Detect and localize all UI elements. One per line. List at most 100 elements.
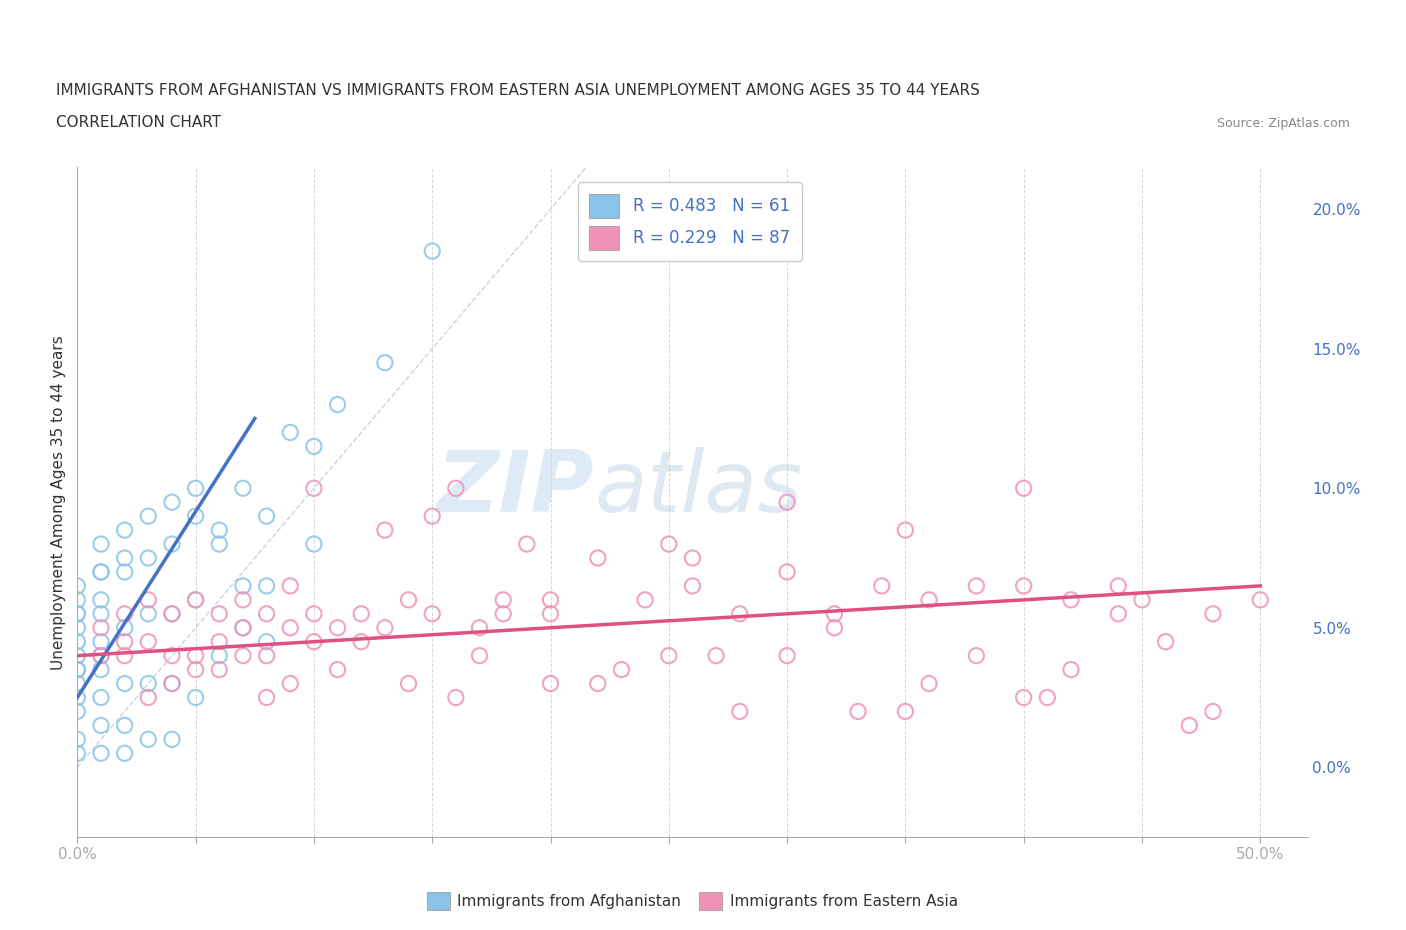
- Point: [1154, 634, 1177, 649]
- Point: [918, 592, 941, 607]
- Point: [256, 648, 278, 663]
- Point: [208, 662, 231, 677]
- Point: [160, 606, 183, 621]
- Point: [184, 509, 207, 524]
- Point: [160, 648, 183, 663]
- Point: [184, 592, 207, 607]
- Point: [136, 551, 159, 565]
- Point: [302, 634, 325, 649]
- Point: [1178, 718, 1201, 733]
- Point: [728, 606, 751, 621]
- Point: [66, 606, 89, 621]
- Point: [1202, 606, 1225, 621]
- Point: [66, 606, 89, 621]
- Point: [894, 704, 917, 719]
- Point: [90, 565, 112, 579]
- Point: [160, 495, 183, 510]
- Point: [114, 634, 136, 649]
- Point: [114, 523, 136, 538]
- Point: [278, 620, 301, 635]
- Text: ZIP: ZIP: [436, 447, 595, 530]
- Point: [66, 690, 89, 705]
- Point: [232, 592, 254, 607]
- Point: [256, 509, 278, 524]
- Point: [136, 509, 159, 524]
- Point: [114, 676, 136, 691]
- Point: [256, 606, 278, 621]
- Point: [302, 537, 325, 551]
- Point: [160, 606, 183, 621]
- Point: [66, 648, 89, 663]
- Point: [540, 592, 562, 607]
- Point: [256, 690, 278, 705]
- Point: [208, 523, 231, 538]
- Point: [1060, 592, 1083, 607]
- Point: [420, 606, 443, 621]
- Point: [468, 620, 491, 635]
- Point: [66, 662, 89, 677]
- Point: [114, 551, 136, 565]
- Point: [160, 676, 183, 691]
- Point: [918, 676, 941, 691]
- Point: [1060, 662, 1083, 677]
- Point: [374, 355, 396, 370]
- Point: [278, 425, 301, 440]
- Point: [682, 578, 704, 593]
- Point: [302, 439, 325, 454]
- Point: [965, 578, 987, 593]
- Point: [136, 634, 159, 649]
- Point: [90, 592, 112, 607]
- Point: [232, 620, 254, 635]
- Point: [634, 592, 657, 607]
- Point: [1012, 578, 1035, 593]
- Point: [66, 578, 89, 593]
- Point: [90, 648, 112, 663]
- Point: [1107, 606, 1129, 621]
- Point: [136, 676, 159, 691]
- Point: [232, 578, 254, 593]
- Point: [823, 606, 845, 621]
- Point: [492, 592, 515, 607]
- Point: [326, 662, 349, 677]
- Point: [870, 578, 893, 593]
- Point: [90, 565, 112, 579]
- Point: [398, 592, 420, 607]
- Point: [1036, 690, 1059, 705]
- Point: [90, 718, 112, 733]
- Point: [208, 537, 231, 551]
- Point: [66, 676, 89, 691]
- Point: [776, 565, 799, 579]
- Point: [160, 732, 183, 747]
- Point: [114, 565, 136, 579]
- Point: [208, 634, 231, 649]
- Point: [540, 606, 562, 621]
- Point: [894, 523, 917, 538]
- Point: [114, 718, 136, 733]
- Point: [114, 648, 136, 663]
- Point: [586, 551, 609, 565]
- Point: [516, 537, 538, 551]
- Point: [208, 606, 231, 621]
- Point: [114, 746, 136, 761]
- Point: [302, 481, 325, 496]
- Point: [350, 606, 373, 621]
- Text: CORRELATION CHART: CORRELATION CHART: [56, 115, 221, 130]
- Point: [184, 690, 207, 705]
- Point: [208, 648, 231, 663]
- Point: [682, 551, 704, 565]
- Point: [232, 620, 254, 635]
- Point: [420, 244, 443, 259]
- Point: [66, 634, 89, 649]
- Point: [398, 676, 420, 691]
- Text: IMMIGRANTS FROM AFGHANISTAN VS IMMIGRANTS FROM EASTERN ASIA UNEMPLOYMENT AMONG A: IMMIGRANTS FROM AFGHANISTAN VS IMMIGRANT…: [56, 83, 980, 98]
- Y-axis label: Unemployment Among Ages 35 to 44 years: Unemployment Among Ages 35 to 44 years: [51, 335, 66, 670]
- Point: [1012, 481, 1035, 496]
- Point: [90, 746, 112, 761]
- Point: [704, 648, 727, 663]
- Legend: Immigrants from Afghanistan, Immigrants from Eastern Asia: Immigrants from Afghanistan, Immigrants …: [420, 885, 965, 916]
- Point: [90, 537, 112, 551]
- Text: atlas: atlas: [595, 447, 801, 530]
- Point: [1202, 704, 1225, 719]
- Point: [90, 606, 112, 621]
- Point: [66, 620, 89, 635]
